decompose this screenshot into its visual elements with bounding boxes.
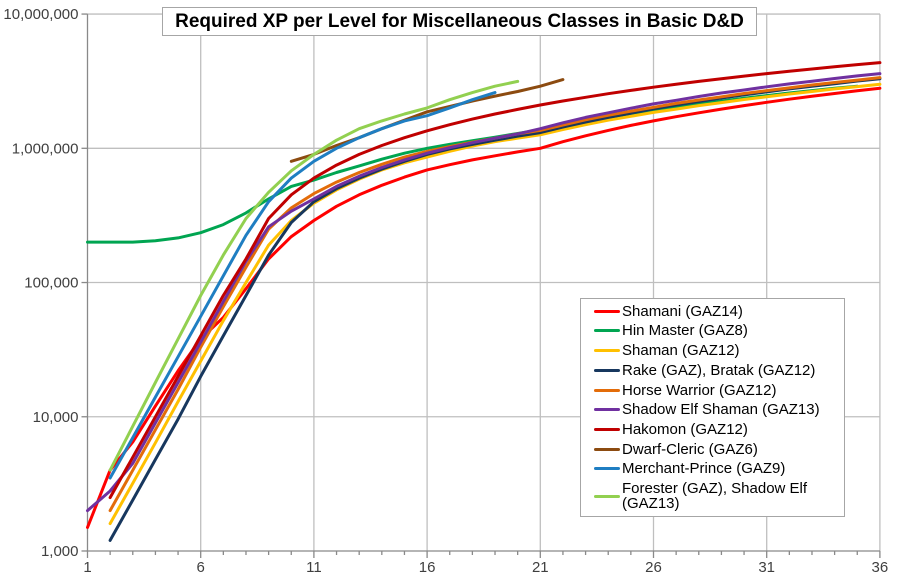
x-tick-label: 21 (532, 559, 549, 576)
legend-swatch (594, 368, 620, 372)
series-line-2 (86, 84, 859, 244)
legend-item: Horse Warrior (GAZ12) (594, 383, 844, 398)
legend-label: Shaman (GAZ12) (622, 342, 740, 360)
legend-label: Dwarf-Cleric (GAZ6) (622, 440, 758, 458)
legend-label: Hakomon (GAZ12) (622, 421, 748, 439)
series-line-7 (108, 61, 882, 500)
legend-label: Forester (GAZ), Shadow Elf (GAZ13) (622, 480, 808, 513)
legend-swatch (594, 494, 620, 498)
x-tick-label: 26 (645, 559, 662, 576)
series-line-8 (289, 78, 565, 163)
series-line-9 (108, 91, 497, 480)
y-tick-label: 100,000 (24, 275, 78, 292)
legend-item: Merchant-Prince (GAZ9) (594, 461, 844, 476)
legend-swatch (594, 329, 620, 333)
legend-swatch (594, 309, 620, 313)
legend-label: Horse Warrior (GAZ12) (622, 381, 777, 399)
series-line-1 (86, 86, 882, 529)
x-tick-label: 16 (419, 559, 436, 576)
y-tick-label: 1,000 (41, 543, 79, 560)
y-tick-label: 10,000 (33, 409, 79, 426)
legend-label: Merchant-Prince (GAZ9) (622, 460, 786, 478)
legend-item: Hin Master (GAZ8) (594, 323, 844, 338)
legend-label: Rake (GAZ), Bratak (GAZ12) (622, 361, 816, 379)
x-tick-label: 11 (306, 559, 322, 576)
series-line-6 (86, 72, 882, 513)
legend-item: Shaman (GAZ12) (594, 343, 844, 358)
legend-label: Shadow Elf Shaman (GAZ13) (622, 401, 820, 419)
legend-label: Hin Master (GAZ8) (622, 322, 748, 340)
x-tick-label: 36 (872, 559, 889, 576)
legend-item: Forester (GAZ), Shadow Elf (GAZ13) (594, 481, 844, 511)
y-tick-label: 1,000,000 (12, 140, 79, 157)
x-tick-label: 6 (197, 559, 205, 576)
chart-title: Required XP per Level for Miscellaneous … (162, 7, 757, 36)
legend-swatch (594, 447, 620, 451)
legend-swatch (594, 349, 620, 353)
legend-swatch (594, 467, 620, 471)
series-line-10 (108, 79, 520, 472)
legend: Shamani (GAZ14) Hin Master (GAZ8) Shaman (… (580, 298, 845, 517)
legend-label: Shamani (GAZ14) (622, 302, 743, 320)
legend-swatch (594, 428, 620, 432)
legend-item: Rake (GAZ), Bratak (GAZ12) (594, 363, 844, 378)
x-tick-label: 31 (758, 559, 775, 576)
x-tick-label: 1 (83, 559, 91, 576)
legend-item: Shadow Elf Shaman (GAZ13) (594, 402, 844, 417)
axes (81, 13, 881, 558)
legend-item: Dwarf-Cleric (GAZ6) (594, 442, 844, 457)
legend-item: Shamani (GAZ14) (594, 304, 844, 319)
legend-swatch (594, 408, 620, 412)
legend-item: Hakomon (GAZ12) (594, 422, 844, 437)
series-lines (86, 61, 882, 542)
y-tick-label: 10,000,000 (3, 6, 78, 23)
legend-swatch (594, 388, 620, 392)
